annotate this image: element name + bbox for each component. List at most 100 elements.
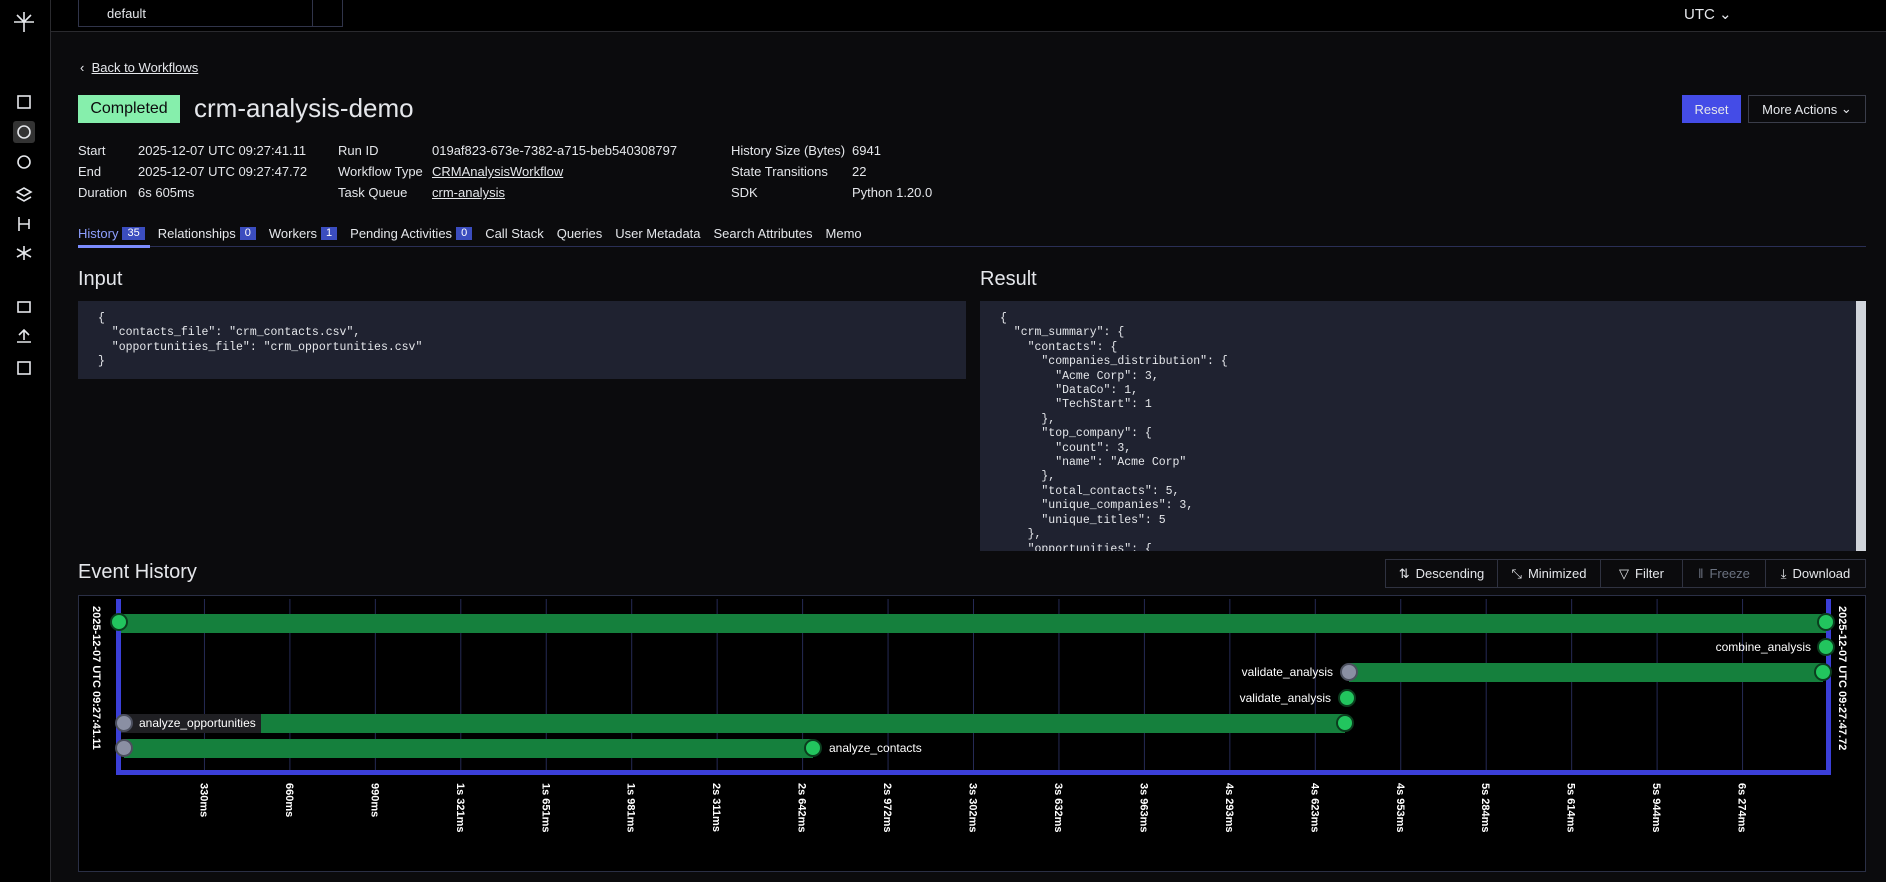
tab-label: Search Attributes bbox=[713, 226, 813, 241]
detail-value[interactable]: crm-analysis bbox=[432, 185, 505, 200]
namespace: default bbox=[107, 5, 147, 21]
detail-label: End bbox=[78, 164, 102, 179]
filter-button[interactable]: ▽ Filter bbox=[1600, 559, 1683, 588]
event-icon[interactable] bbox=[115, 739, 133, 757]
x-tick-label: 2s 642ms bbox=[796, 783, 808, 833]
download-button[interactable]: ⤓ Download bbox=[1765, 559, 1866, 588]
event-icon[interactable] bbox=[115, 714, 133, 732]
detail-value: 6s 605ms bbox=[138, 185, 195, 200]
button-label: Filter bbox=[1635, 566, 1664, 581]
logo[interactable] bbox=[14, 12, 34, 32]
x-tick-label: 5s 284ms bbox=[1479, 783, 1491, 833]
code-line: "DataCo": 1, bbox=[1000, 384, 1139, 398]
tab[interactable]: Relationships 0 bbox=[158, 226, 256, 241]
tab[interactable]: Memo bbox=[826, 226, 862, 241]
event-label: validate_analysis bbox=[1240, 691, 1331, 705]
sidebar bbox=[0, 0, 51, 882]
x-tick-label: 5s 944ms bbox=[1650, 783, 1662, 833]
more-actions-button[interactable]: More Actions ⌄ bbox=[1748, 95, 1866, 123]
button-label: Descending bbox=[1415, 566, 1485, 581]
namespace-select[interactable]: default bbox=[78, 0, 343, 27]
code-line: "crm_summary": { bbox=[1000, 326, 1125, 340]
tab[interactable]: User Metadata bbox=[615, 226, 700, 241]
timeline: 330ms 660ms 990ms 1s 321ms 1s 651ms 1s 981ms 2… bbox=[78, 595, 1866, 872]
detail-label: History Size (Bytes) bbox=[731, 143, 846, 158]
x-tick-label: 4s 623ms bbox=[1308, 783, 1320, 833]
x-tick-label: 1s 651ms bbox=[539, 783, 551, 833]
detail-label: Run ID bbox=[338, 143, 379, 158]
tab[interactable]: Call Stack bbox=[485, 226, 544, 241]
back-link-text: Back to Workflows bbox=[91, 60, 199, 75]
x-tick-label: 1s 981ms bbox=[625, 783, 637, 833]
x-tick-label: 3s 963ms bbox=[1137, 783, 1149, 833]
event-icon[interactable] bbox=[110, 613, 128, 631]
nav-icon[interactable] bbox=[17, 125, 31, 139]
nav-icon[interactable] bbox=[17, 301, 31, 313]
event-bar[interactable] bbox=[124, 739, 813, 758]
event-icon[interactable] bbox=[1817, 638, 1835, 656]
tab-count: 35 bbox=[122, 227, 145, 240]
tab[interactable]: Search Attributes bbox=[714, 226, 813, 241]
event-icon[interactable] bbox=[1338, 689, 1356, 707]
nav-icon[interactable] bbox=[15, 187, 33, 202]
code-line: } bbox=[98, 355, 105, 369]
event-label-bg bbox=[119, 714, 261, 733]
minimized-button[interactable]: ⤡ Minimized bbox=[1497, 559, 1601, 588]
detail-label: Task Queue bbox=[338, 185, 408, 200]
freeze-button[interactable]: ‖ Freeze bbox=[1682, 559, 1766, 588]
event-label: analyze_contacts bbox=[829, 741, 922, 755]
detail-value: Python 1.20.0 bbox=[852, 185, 933, 200]
nav-icon[interactable] bbox=[17, 155, 31, 169]
code-line: { bbox=[98, 312, 105, 325]
event-icon[interactable] bbox=[1336, 714, 1354, 732]
nav-icon[interactable] bbox=[17, 95, 31, 109]
tab[interactable]: Workers 1 bbox=[269, 226, 338, 241]
event-bar[interactable] bbox=[1349, 663, 1823, 682]
nav-icon[interactable] bbox=[18, 217, 30, 231]
button-icon: ‖ bbox=[1698, 566, 1704, 581]
descending-button[interactable]: ⇅ Descending bbox=[1385, 559, 1498, 588]
event-icon[interactable] bbox=[804, 739, 822, 757]
sidebar-icons bbox=[13, 12, 35, 375]
button-label: Minimized bbox=[1527, 566, 1587, 581]
tab[interactable]: Queries bbox=[557, 226, 603, 241]
nav-icon[interactable] bbox=[17, 361, 31, 375]
detail-value[interactable]: CRMAnalysisWorkflow bbox=[432, 164, 564, 179]
event-bar[interactable] bbox=[119, 614, 1828, 633]
event-icon[interactable] bbox=[1817, 613, 1835, 631]
code-line: "contacts_file": "crm_contacts.csv", bbox=[98, 326, 361, 340]
detail-label: Workflow Type bbox=[338, 164, 423, 179]
reset-button[interactable]: Reset bbox=[1682, 95, 1741, 123]
tabs: History 35 Relationships 0 Workers 1 Pending A… bbox=[78, 226, 875, 241]
x-tick-label: 3s 302ms bbox=[967, 783, 979, 833]
tab[interactable]: Pending Activities 0 bbox=[350, 226, 473, 241]
timezone-select[interactable]: UTC ⌄ bbox=[1684, 6, 1732, 23]
tab[interactable]: History 35 bbox=[78, 226, 145, 241]
status-badge: Completed bbox=[78, 95, 180, 123]
nav-icon[interactable] bbox=[17, 328, 31, 343]
code-line: "Acme Corp": 3, bbox=[1000, 369, 1159, 383]
code-line: "top_company": { bbox=[1000, 427, 1152, 441]
detail-value: 22 bbox=[852, 164, 867, 179]
code-line: "opportunities_file": "crm_opportunities… bbox=[98, 340, 423, 354]
event-bar[interactable] bbox=[261, 714, 1345, 733]
nav-icon-active[interactable] bbox=[13, 121, 35, 143]
detail-value: 2025-12-07 UTC 09:27:47.72 bbox=[138, 164, 308, 179]
workflow-id: crm-analysis-demo bbox=[194, 93, 414, 123]
event-icon[interactable] bbox=[1340, 663, 1358, 681]
result-code: { "crm_summary": { "contacts": { "compan… bbox=[980, 301, 1856, 551]
open-namespace[interactable] bbox=[312, 0, 343, 27]
scrollbar[interactable] bbox=[1856, 301, 1866, 551]
nav-icon[interactable] bbox=[16, 246, 32, 260]
code-line: "unique_companies": 3, bbox=[1000, 499, 1194, 513]
detail-label: Duration bbox=[78, 185, 128, 200]
code-line: "companies_distribution": { bbox=[1000, 355, 1228, 369]
tab-count: 0 bbox=[456, 227, 473, 240]
back-link[interactable]: ‹ Back to Workflows bbox=[80, 60, 199, 75]
tab-label: Pending Activities bbox=[350, 226, 453, 241]
tabs-divider bbox=[78, 246, 1866, 247]
x-tick-label: 1s 321ms bbox=[454, 783, 466, 833]
event-icon[interactable] bbox=[1814, 663, 1832, 681]
